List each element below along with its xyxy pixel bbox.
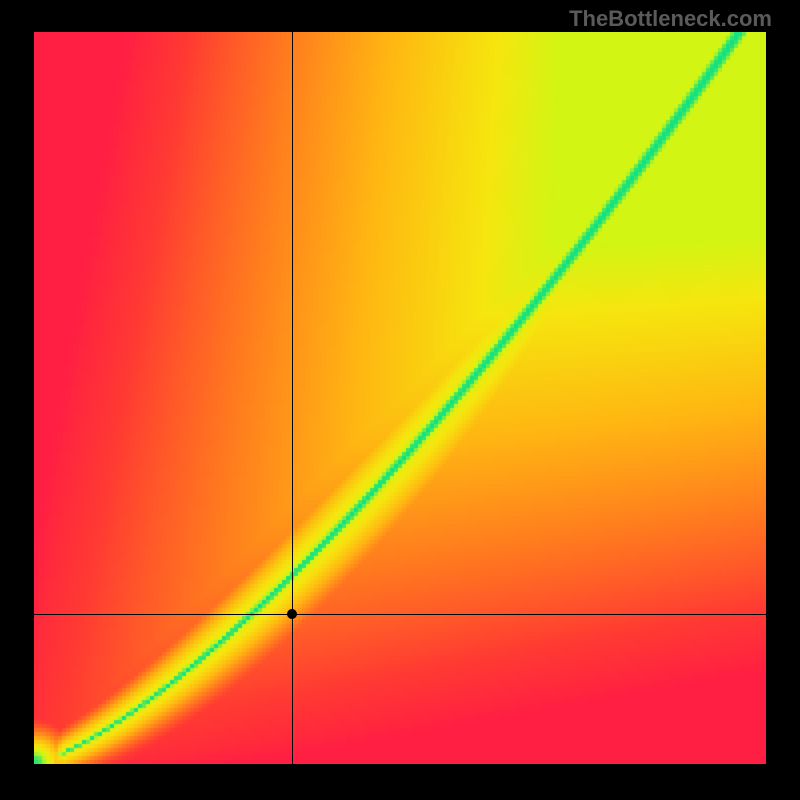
crosshair-vertical xyxy=(292,32,293,764)
watermark-text: TheBottleneck.com xyxy=(569,6,772,32)
crosshair-marker xyxy=(287,609,297,619)
heatmap-canvas xyxy=(34,32,766,764)
heatmap-plot xyxy=(34,32,766,764)
crosshair-horizontal xyxy=(34,614,766,615)
